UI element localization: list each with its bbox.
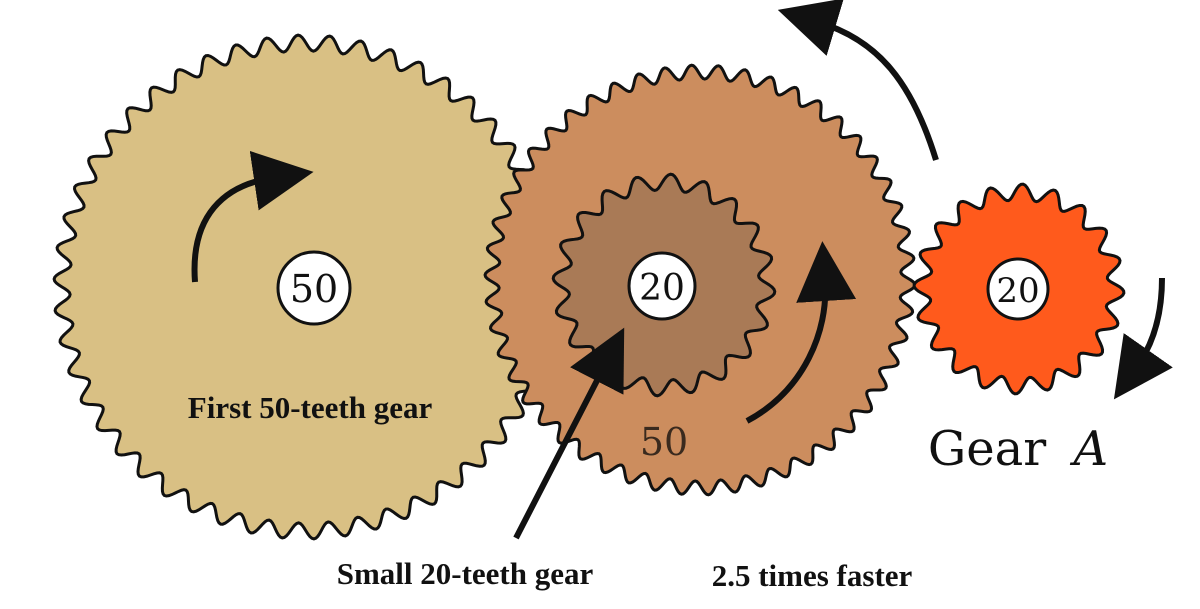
first-gear-label: First 50-teeth gear: [188, 390, 433, 425]
gear-a-rotation-arrow-icon: [1113, 277, 1173, 400]
small-gear-label: Small 20-teeth gear: [337, 556, 594, 591]
gear-a-label-prefix: Gear: [928, 421, 1046, 477]
faster-label: 2.5 times faster: [712, 558, 913, 593]
first-gear-rotation-arrow-icon: [191, 150, 314, 283]
gear-a-badge: 20: [986, 257, 1050, 321]
first-gear-badge-text: 50: [290, 267, 338, 311]
top-rotation-arrow-icon: [777, 0, 939, 161]
gear-a-badge-text: 20: [996, 271, 1039, 311]
first-gear-badge: 50: [276, 250, 352, 326]
second-gear-teeth-label: 50: [640, 420, 688, 464]
gear-a-label-var: A: [1069, 421, 1108, 477]
gear-a-label: Gear A: [928, 421, 1108, 477]
second-gear-rotation-arrow-icon: [745, 241, 857, 424]
small-gear-badge-text: 20: [639, 268, 685, 309]
small-gear-badge: 20: [627, 251, 697, 321]
small-gear-pointer-arrow-icon: [513, 327, 625, 540]
